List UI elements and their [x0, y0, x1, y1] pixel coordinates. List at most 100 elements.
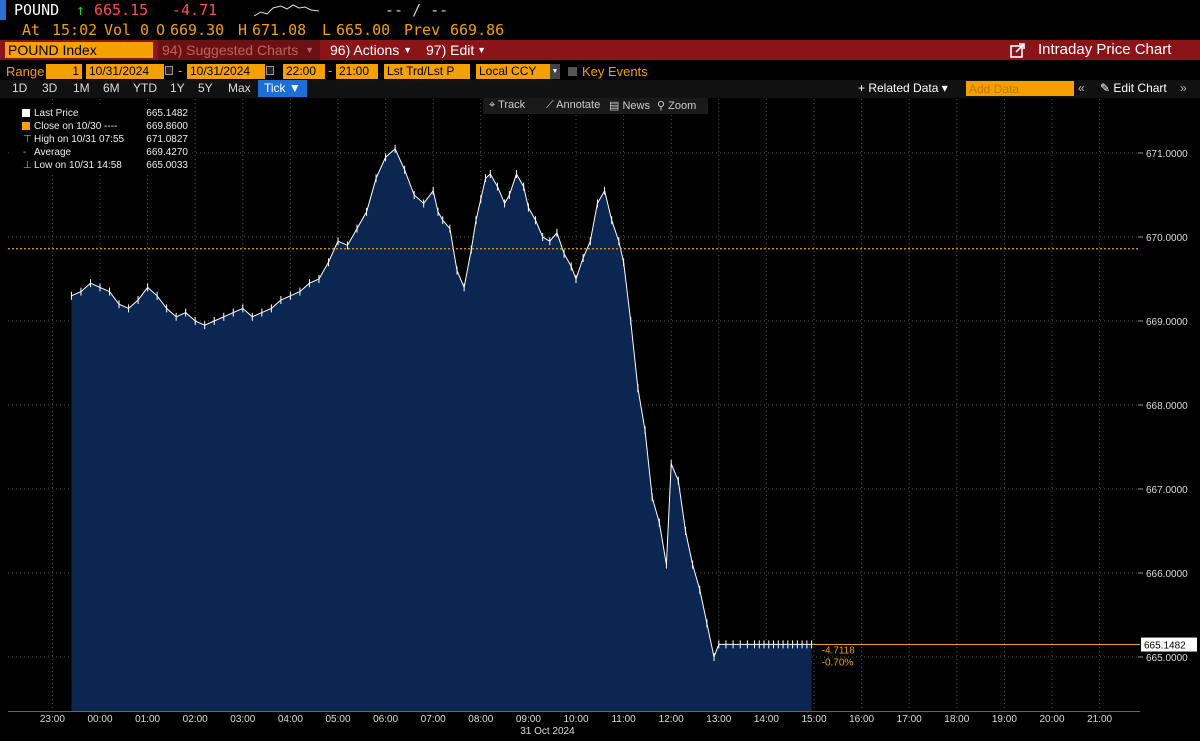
- related-data-button[interactable]: + Related Data ▾: [858, 81, 948, 95]
- suggested-charts-label: 94) Suggested Charts: [162, 42, 299, 58]
- add-data-input[interactable]: Add Data: [966, 81, 1074, 96]
- popout-icon[interactable]: [1010, 43, 1025, 58]
- news-button[interactable]: ▤ News: [609, 99, 650, 112]
- annotate-icon: ⟋: [546, 99, 554, 111]
- track-button[interactable]: ⌖ Track: [489, 99, 525, 112]
- period-6m[interactable]: 6M: [103, 81, 120, 95]
- calendar-icon[interactable]: [266, 66, 274, 75]
- suggested-charts-button[interactable]: 94) Suggested Charts ▼: [158, 40, 320, 60]
- x-axis-rule: [8, 711, 1140, 712]
- key-events-checkbox[interactable]: [568, 67, 577, 76]
- legend-close: Close on 10/30 ---- 669.8600: [12, 121, 192, 133]
- period-1y[interactable]: 1Y: [170, 81, 185, 95]
- end-date-input[interactable]: 10/31/2024: [187, 64, 265, 79]
- y-tick-label: 671.0000: [1146, 149, 1188, 160]
- x-tick-label: 14:00: [754, 714, 779, 725]
- time-separator: -: [328, 63, 333, 78]
- collapse-arrows-icon[interactable]: »: [1180, 81, 1187, 95]
- x-tick-label: 20:00: [1039, 714, 1064, 725]
- open-value: 669.30: [170, 21, 225, 39]
- net-change: -4.71: [172, 1, 218, 19]
- legend-high: ⊤ High on 10/31 07:55 671.0827: [12, 134, 192, 146]
- end-time-input[interactable]: 21:00: [336, 64, 378, 79]
- period-1d[interactable]: 1D: [12, 81, 28, 95]
- x-tick-label: 19:00: [992, 714, 1017, 725]
- pct-annotation: -0.70%: [822, 658, 854, 669]
- y-tick-label: 667.0000: [1146, 485, 1188, 496]
- period-5y[interactable]: 5Y: [198, 81, 213, 95]
- x-tick-label: 02:00: [183, 714, 208, 725]
- up-arrow-icon: ↑: [76, 1, 86, 19]
- period-max[interactable]: Max: [228, 81, 251, 95]
- price-chart[interactable]: -4.7118-0.70%: [8, 99, 1140, 711]
- crosshair-icon: ⌖: [489, 99, 496, 111]
- start-time-input[interactable]: 22:00: [283, 64, 325, 79]
- edit-button[interactable]: 97) Edit ▼: [424, 40, 492, 60]
- news-label: News: [622, 100, 650, 112]
- currency-select[interactable]: Local CCY ▼: [476, 64, 560, 79]
- price-area: [71, 148, 812, 711]
- x-tick-label: 11:00: [611, 714, 636, 725]
- trade-type-select[interactable]: Lst Trd/Lst P: [384, 64, 470, 79]
- x-tick-label: 17:00: [897, 714, 922, 725]
- legend: Last Price 665.1482 Close on 10/30 ---- …: [12, 106, 192, 174]
- security-field[interactable]: POUND Index: [5, 42, 153, 58]
- news-icon: ▤: [609, 100, 620, 112]
- legend-close-label: Close on 10/30 ----: [34, 121, 118, 132]
- quote-line-1: POUND ↑ 665.15 -4.71 -- / --: [0, 0, 1200, 20]
- annotate-button[interactable]: ⟋ Annotate: [546, 99, 600, 112]
- period-1m[interactable]: 1M: [73, 81, 90, 95]
- y-tick-label: 666.0000: [1146, 569, 1188, 580]
- date-separator: -: [178, 63, 183, 78]
- period-bar: 1D 3D 1M 6M YTD 1Y 5Y Max Tick ▼ + Relat…: [0, 80, 1200, 98]
- last-price-tag: [1141, 637, 1197, 652]
- chevron-down-icon: ▼: [403, 45, 412, 55]
- zoom-button[interactable]: ⚲ Zoom: [657, 99, 696, 112]
- y-tick-label: 670.0000: [1146, 233, 1188, 244]
- range-input[interactable]: 1: [46, 64, 82, 79]
- x-tick-label: 00:00: [87, 714, 112, 725]
- add-data-placeholder: Add Data: [969, 82, 1020, 96]
- open-label: O: [156, 21, 166, 39]
- prev-value: 669.86: [450, 21, 505, 39]
- legend-high-value: 671.0827: [146, 134, 188, 145]
- ticker: POUND: [14, 1, 60, 19]
- expand-arrows-icon[interactable]: «: [1078, 81, 1085, 95]
- legend-last-price-label: Last Price: [34, 108, 79, 119]
- price-line: [71, 147, 812, 659]
- track-label: Track: [498, 99, 526, 111]
- range-label: Range: [6, 64, 45, 79]
- start-date-input[interactable]: 10/31/2024: [86, 64, 164, 79]
- actions-button[interactable]: 96) Actions ▼: [326, 40, 420, 60]
- x-tick-label: 16:00: [849, 714, 874, 725]
- range-bar: Range 1 10/31/2024 - 10/31/2024 22:00 - …: [0, 63, 1200, 81]
- quote-time: 15:02: [52, 21, 98, 39]
- legend-low-value: 665.0033: [146, 160, 188, 171]
- chart-area[interactable]: -4.7118 -0.70%: [8, 99, 1140, 711]
- x-tick-label: 05:00: [325, 714, 350, 725]
- legend-average-label: Average: [34, 147, 72, 158]
- low-label: L: [322, 21, 332, 39]
- high-label: H: [238, 21, 248, 39]
- chevron-down-icon: ▼: [477, 45, 486, 55]
- y-axis: 671.0000 670.0000 669.0000 668.0000 667.0000…: [1138, 149, 1197, 664]
- period-ytd[interactable]: YTD: [133, 81, 157, 95]
- legend-low-label: Low on 10/31 14:58: [34, 160, 122, 171]
- x-tick-label: 15:00: [801, 714, 826, 725]
- legend-swatch-white: [22, 109, 30, 117]
- currency-label: Local CCY: [479, 64, 537, 78]
- edit-chart-button[interactable]: ✎ Edit Chart: [1100, 80, 1167, 97]
- legend-swatch-orange: [22, 122, 30, 130]
- period-3d[interactable]: 3D: [42, 81, 58, 95]
- edit-chart-label: Edit Chart: [1113, 81, 1167, 95]
- x-tick-label: 01:00: [135, 714, 160, 725]
- calendar-icon[interactable]: [165, 66, 173, 75]
- last-price: 665.15: [94, 1, 149, 19]
- x-tick-label: 07:00: [421, 714, 446, 725]
- prev-label: Prev: [404, 21, 441, 39]
- actions-label: 96) Actions: [330, 42, 400, 58]
- tick-dropdown[interactable]: Tick ▼: [258, 80, 307, 97]
- legend-last-price-value: 665.1482: [146, 108, 188, 119]
- legend-last-price: Last Price 665.1482: [12, 108, 192, 120]
- legend-high-label: High on 10/31 07:55: [34, 134, 125, 145]
